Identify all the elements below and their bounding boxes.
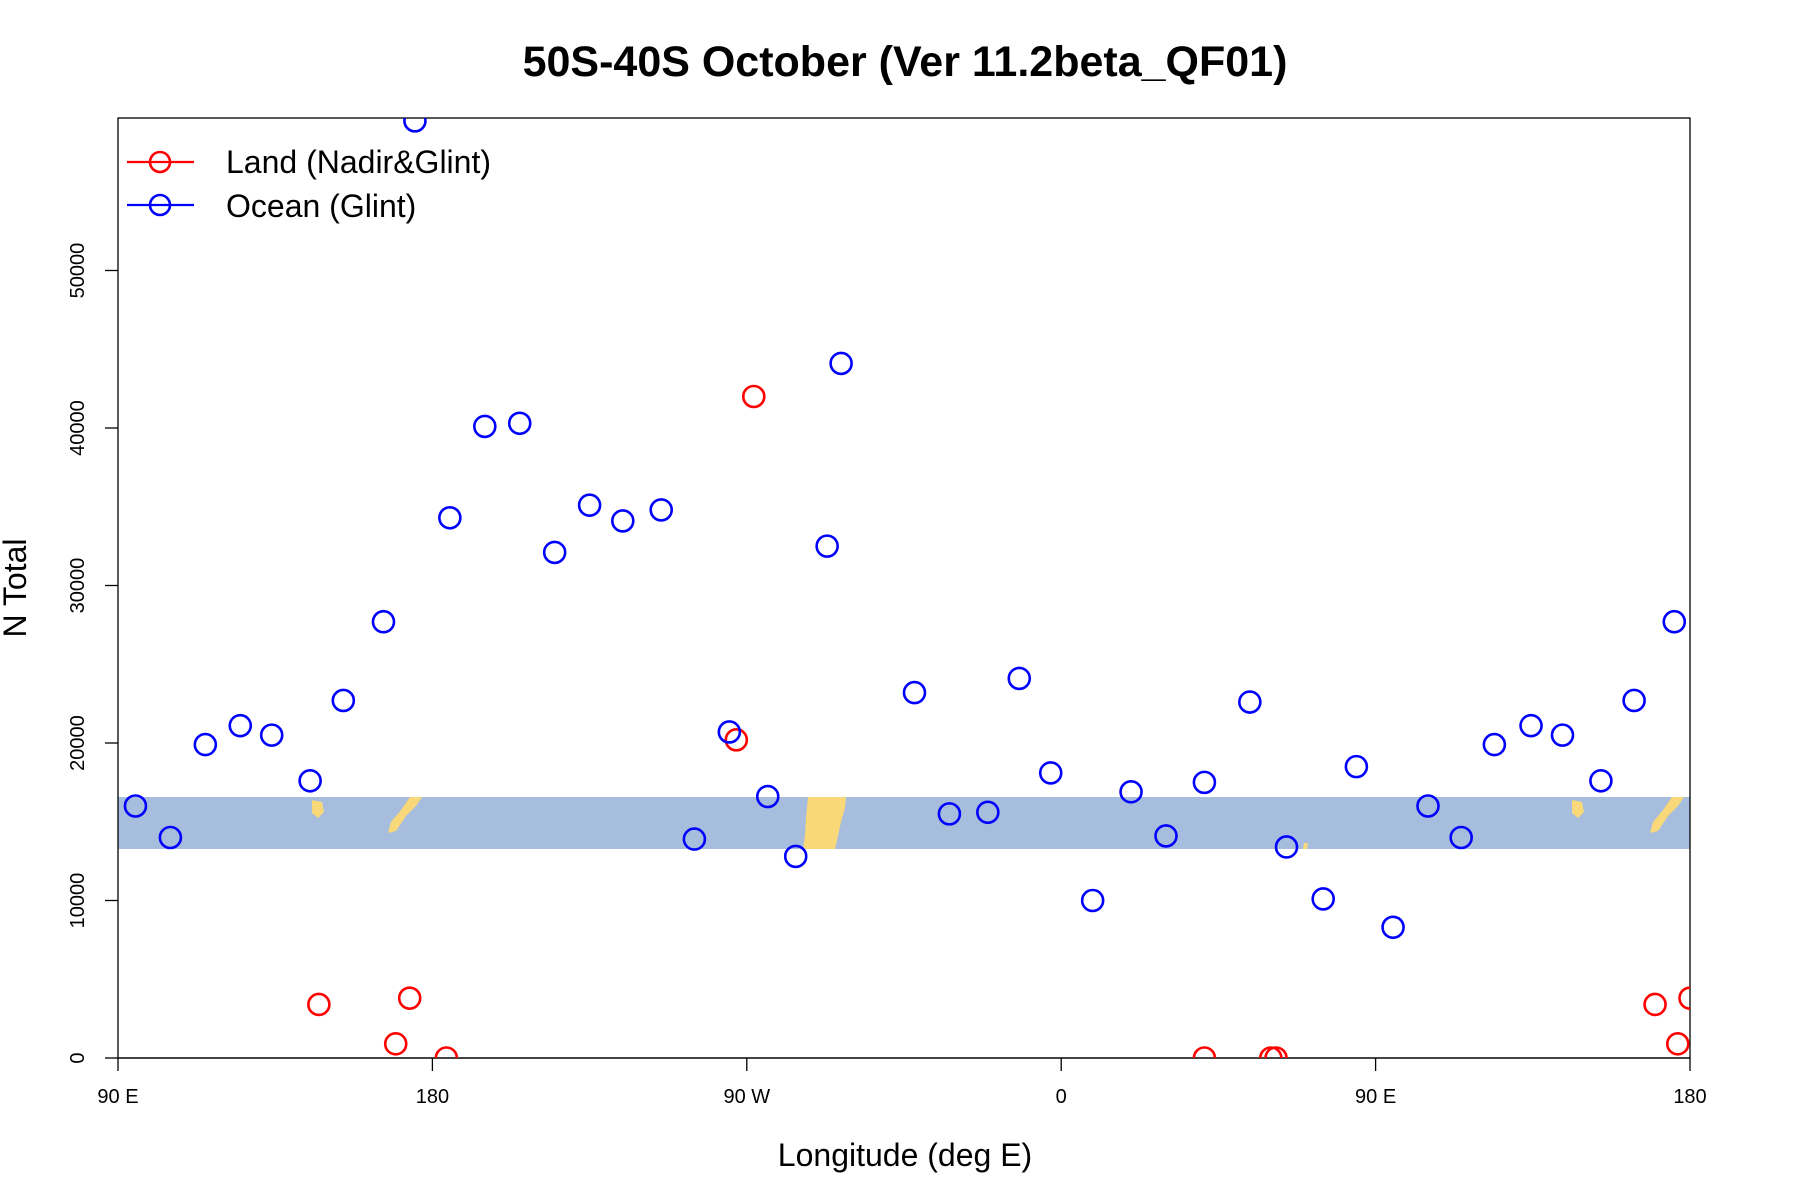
ocean-point <box>1344 754 1369 779</box>
ocean-point <box>507 411 532 436</box>
ocean-point <box>1482 732 1507 757</box>
land-shape-tasmania-east <box>1572 800 1584 818</box>
ocean-point <box>682 827 707 851</box>
x-axis: 90 E 180 90 W 0 90 E 180 <box>97 1058 1707 1108</box>
ocean-point <box>976 800 1000 825</box>
land-shape-new-zealand-west <box>388 797 422 833</box>
plot-frame <box>117 117 1691 1059</box>
land-point <box>724 728 749 752</box>
ocean-point <box>1080 888 1105 913</box>
x-tick-label: 90 W <box>723 1086 770 1108</box>
land-shape-new-zealand-east <box>1650 797 1684 833</box>
ocean-point <box>371 609 396 634</box>
x-tick-label: 90 E <box>97 1086 138 1108</box>
ocean-band <box>118 797 1690 849</box>
y-tick-label: 50000 <box>67 243 89 299</box>
ocean-point <box>1662 609 1687 634</box>
ocean-point <box>1192 770 1217 795</box>
ocean-point <box>403 118 427 133</box>
x-tick-label: 0 <box>1056 1086 1067 1108</box>
legend: Land (Nadir&Glint) Ocean (Glint) <box>127 144 491 224</box>
x-tick-label: 180 <box>1673 1086 1706 1108</box>
land-point <box>434 1046 459 1058</box>
ocean-point <box>1154 824 1178 848</box>
ocean-point <box>1274 835 1299 859</box>
land-point <box>1678 986 1690 1010</box>
y-tick-label: 20000 <box>67 715 89 771</box>
data-points <box>123 110 1718 1058</box>
ocean-point <box>1589 768 1613 793</box>
ocean-point <box>1381 915 1405 940</box>
ocean-point <box>438 505 462 530</box>
ocean-point <box>1238 690 1262 714</box>
land-shape-tasmania-west <box>312 800 324 818</box>
land-point <box>1264 1046 1288 1058</box>
legend-ocean-marker <box>148 193 172 217</box>
ocean-point <box>649 498 674 522</box>
land-shape-south-america <box>803 797 846 849</box>
series-land <box>307 384 1690 1058</box>
ocean-point <box>937 802 962 826</box>
land-point <box>1665 1032 1690 1056</box>
legend-land-marker <box>148 150 172 174</box>
ocean-point <box>829 351 853 376</box>
land-point <box>741 384 766 409</box>
ocean-point <box>123 794 148 818</box>
land-point <box>397 986 422 1010</box>
ocean-point <box>717 720 742 744</box>
ocean-point <box>331 688 356 713</box>
ocean-point <box>298 768 322 793</box>
y-tick-label: 10000 <box>67 873 89 929</box>
land-point <box>307 992 331 1017</box>
series-ocean <box>123 110 1718 940</box>
y-tick-label: 0 <box>67 1052 89 1063</box>
legend-land-label: Land (Nadir&Glint) <box>226 144 491 180</box>
land-shapes <box>312 797 1684 849</box>
y-axis: 0 10000 20000 30000 40000 50000 <box>67 243 118 1064</box>
ocean-point <box>1519 713 1543 738</box>
x-tick-label: 180 <box>416 1086 449 1108</box>
ocean-point <box>1119 780 1143 804</box>
ocean-point <box>577 493 602 517</box>
ocean-point <box>1416 794 1440 818</box>
ocean-point <box>1311 887 1335 911</box>
y-tick-label: 30000 <box>67 558 89 614</box>
x-axis-label: Longitude (deg E) <box>778 1137 1032 1173</box>
ocean-point <box>193 732 218 757</box>
land-point <box>383 1032 408 1056</box>
ocean-point <box>755 784 780 809</box>
ocean-point <box>1038 761 1063 785</box>
ocean-point <box>228 713 253 738</box>
ocean-point <box>472 414 497 439</box>
ocean-point <box>259 723 284 747</box>
legend-item-land: Land (Nadir&Glint) <box>127 144 491 180</box>
ocean-point <box>610 509 635 533</box>
land-point <box>1192 1046 1217 1058</box>
ocean-point <box>1007 666 1032 691</box>
ocean-point <box>1449 825 1473 850</box>
ocean-point <box>1550 723 1575 747</box>
ocean-point <box>1697 110 1718 131</box>
land-shape-island-east <box>1303 843 1308 849</box>
chart-title: 50S-40S October (Ver 11.2beta_QF01) <box>523 38 1288 86</box>
ocean-point <box>542 540 567 565</box>
ocean-point <box>783 844 808 869</box>
legend-item-ocean: Ocean (Glint) <box>127 188 416 224</box>
ocean-point <box>1622 688 1646 713</box>
legend-ocean-label: Ocean (Glint) <box>226 188 416 224</box>
land-point <box>1643 992 1667 1017</box>
y-axis-label: N Total <box>0 538 33 637</box>
map-strip <box>118 797 1690 849</box>
ocean-point <box>902 680 927 705</box>
ocean-point <box>158 825 183 850</box>
x-tick-label: 90 E <box>1355 1086 1396 1108</box>
ocean-point <box>815 534 839 558</box>
y-tick-label: 40000 <box>67 400 89 456</box>
